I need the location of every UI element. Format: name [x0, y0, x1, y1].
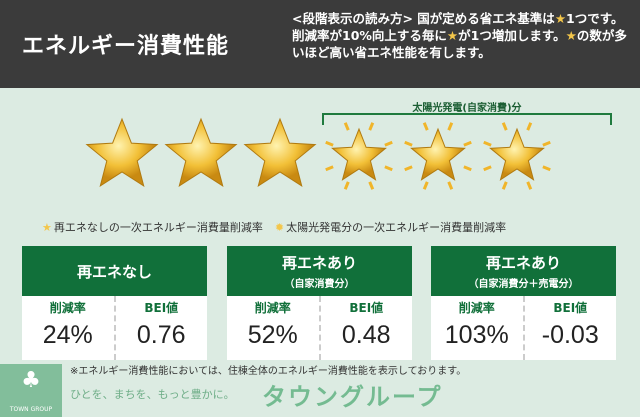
- star-icon: ★: [42, 220, 52, 234]
- card-header: 再エネあり （自家消費分＋売電分）: [431, 246, 616, 296]
- solar-star-icon: [404, 122, 472, 190]
- watermark-slogan: ひとを、まちを、もっと豊かに。: [70, 388, 235, 401]
- rate-value: 52%: [247, 321, 298, 349]
- legend: ★ 再エネなしの一次エネルギー消費量削減率 ✹ 太陽光発電分の一次エネルギー消費量削…: [42, 219, 506, 235]
- watermark-brand-en: TOWN GROUP: [9, 406, 53, 413]
- star-icon: [243, 117, 317, 188]
- energy-card: 再エネなし削減率 24% BEI値 0.76: [22, 246, 207, 360]
- watermark-logo: ♣ TOWN GROUP: [0, 364, 62, 417]
- rate-label: 削減率: [49, 301, 86, 315]
- sun-star-icon: ✹: [274, 220, 285, 234]
- star-icon: [85, 117, 159, 188]
- bei-label: BEI値: [553, 301, 588, 315]
- star-icon: [164, 117, 238, 188]
- rate-label: 削減率: [254, 301, 291, 315]
- bei-label: BEI値: [144, 301, 179, 315]
- legend-base: ★ 再エネなしの一次エネルギー消費量削減率: [42, 219, 263, 235]
- solar-bracket: [322, 113, 612, 125]
- legend-solar-label: 太陽光発電分の一次エネルギー消費量削減率: [286, 221, 507, 234]
- reading-guide: <段階表示の読み方> 国が定める省エネ基準は★1つです。削減率が10%向上する毎…: [292, 10, 632, 61]
- card-header: 再エネなし: [22, 246, 207, 296]
- card-title: 再エネあり: [281, 254, 357, 272]
- legend-solar: ✹ 太陽光発電分の一次エネルギー消費量削減率: [275, 219, 506, 235]
- energy-card: 再エネあり （自家消費分＋売電分） 削減率 103% BEI値 -0.03: [431, 246, 616, 360]
- rate-label: 削減率: [458, 301, 495, 315]
- rate-value: 24%: [42, 321, 93, 349]
- star-icon: ★: [446, 28, 459, 43]
- footnote: ※エネルギー消費性能においては、住棟全体のエネルギー消費性能を表示しております。: [70, 366, 467, 377]
- guide-text: が1つ増加します。: [458, 28, 566, 43]
- guide-text: <段階表示の読み方> 国が定める省エネ基準は: [292, 11, 555, 26]
- star-icon: ★: [554, 11, 567, 26]
- card-subtitle: （自家消費分＋売電分）: [468, 279, 579, 290]
- page-title: エネルギー消費性能: [22, 34, 230, 59]
- rate-value: 103%: [444, 321, 509, 349]
- card-title: 再エネなし: [76, 262, 152, 281]
- watermark-brand: タウングループ: [262, 383, 443, 411]
- solar-label: 太陽光発電(自家消費)分: [412, 103, 522, 114]
- energy-card: 再エネあり （自家消費分） 削減率 52% BEI値 0.48: [227, 246, 412, 360]
- star-icon: ★: [565, 28, 577, 43]
- card-title: 再エネあり: [485, 254, 561, 272]
- bei-value: -0.03: [541, 321, 599, 349]
- guide-text: 1つです。削減率が10%向上する毎に: [292, 11, 624, 43]
- bei-label: BEI値: [349, 301, 384, 315]
- bei-value: 0.76: [136, 321, 186, 349]
- guide-text: の数が多いほど高い省エネ性能を有します。: [292, 28, 627, 60]
- card-subtitle: （自家消費分）: [284, 279, 355, 290]
- card-header: 再エネあり （自家消費分）: [227, 246, 412, 296]
- legend-base-label: 再エネなしの一次エネルギー消費量削減率: [53, 221, 263, 234]
- solar-star-icon: [483, 122, 551, 190]
- header: エネルギー消費性能 <段階表示の読み方> 国が定める省エネ基準は★1つです。削減…: [0, 0, 640, 88]
- solar-star-icon: [325, 122, 393, 190]
- bei-value: 0.48: [341, 321, 391, 349]
- tree-icon: ♣: [21, 368, 41, 393]
